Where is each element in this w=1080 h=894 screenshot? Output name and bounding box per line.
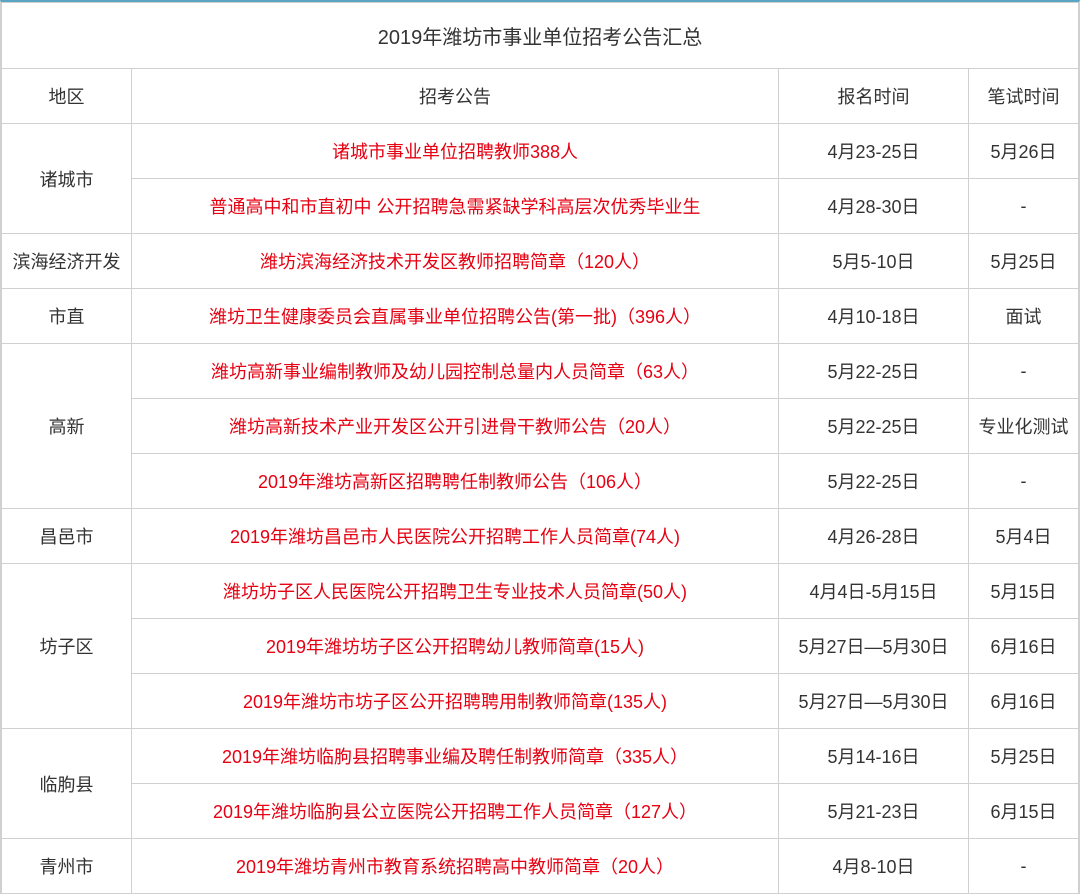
region-cell: 临朐县: [2, 729, 132, 839]
table-row: 2019年潍坊高新区招聘聘任制教师公告（106人）5月22-25日-: [2, 454, 1079, 509]
register-time-cell: 5月27日—5月30日: [779, 674, 969, 729]
announcement-cell: 潍坊高新技术产业开发区公开引进骨干教师公告（20人）: [132, 399, 779, 454]
register-time-cell: 4月10-18日: [779, 289, 969, 344]
region-cell: 青州市: [2, 839, 132, 894]
table-row: 诸城市诸城市事业单位招聘教师388人4月23-25日5月26日: [2, 124, 1079, 179]
register-time-cell: 5月5-10日: [779, 234, 969, 289]
table-title: 2019年潍坊市事业单位招考公告汇总: [2, 3, 1079, 69]
register-time-cell: 5月22-25日: [779, 344, 969, 399]
exam-time-cell: -: [969, 454, 1079, 509]
exam-time-cell: 6月16日: [969, 674, 1079, 729]
register-time-cell: 4月23-25日: [779, 124, 969, 179]
exam-time-cell: 5月25日: [969, 729, 1079, 784]
register-time-cell: 5月22-25日: [779, 399, 969, 454]
header-exam-time: 笔试时间: [969, 69, 1079, 124]
exam-time-cell: 6月16日: [969, 619, 1079, 674]
register-time-cell: 5月27日—5月30日: [779, 619, 969, 674]
announcement-cell: 潍坊滨海经济技术开发区教师招聘简章（120人）: [132, 234, 779, 289]
announcement-cell: 2019年潍坊青州市教育系统招聘高中教师简章（20人）: [132, 839, 779, 894]
announcement-cell: 潍坊高新事业编制教师及幼儿园控制总量内人员简章（63人）: [132, 344, 779, 399]
register-time-cell: 5月22-25日: [779, 454, 969, 509]
exam-time-cell: -: [969, 179, 1079, 234]
announcement-cell: 诸城市事业单位招聘教师388人: [132, 124, 779, 179]
exam-time-cell: 5月25日: [969, 234, 1079, 289]
exam-time-cell: 5月26日: [969, 124, 1079, 179]
announcement-cell: 2019年潍坊高新区招聘聘任制教师公告（106人）: [132, 454, 779, 509]
table-row: 滨海经济开发潍坊滨海经济技术开发区教师招聘简章（120人）5月5-10日5月25…: [2, 234, 1079, 289]
region-cell: 高新: [2, 344, 132, 509]
header-announcement: 招考公告: [132, 69, 779, 124]
announcement-cell: 潍坊坊子区人民医院公开招聘卫生专业技术人员简章(50人): [132, 564, 779, 619]
exam-time-cell: -: [969, 839, 1079, 894]
register-time-cell: 4月28-30日: [779, 179, 969, 234]
table-container: 2019年潍坊市事业单位招考公告汇总地区招考公告报名时间笔试时间诸城市诸城市事业…: [0, 0, 1080, 894]
title-row: 2019年潍坊市事业单位招考公告汇总: [2, 3, 1079, 69]
table-row: 普通高中和市直初中 公开招聘急需紧缺学科高层次优秀毕业生4月28-30日-: [2, 179, 1079, 234]
table-row: 临朐县2019年潍坊临朐县招聘事业编及聘任制教师简章（335人）5月14-16日…: [2, 729, 1079, 784]
table-row: 市直潍坊卫生健康委员会直属事业单位招聘公告(第一批)（396人）4月10-18日…: [2, 289, 1079, 344]
exam-time-cell: 面试: [969, 289, 1079, 344]
region-cell: 滨海经济开发: [2, 234, 132, 289]
region-cell: 坊子区: [2, 564, 132, 729]
announcement-cell: 2019年潍坊昌邑市人民医院公开招聘工作人员简章(74人): [132, 509, 779, 564]
announcement-cell: 潍坊卫生健康委员会直属事业单位招聘公告(第一批)（396人）: [132, 289, 779, 344]
register-time-cell: 4月8-10日: [779, 839, 969, 894]
header-region: 地区: [2, 69, 132, 124]
exam-time-cell: -: [969, 344, 1079, 399]
announcement-cell: 2019年潍坊临朐县招聘事业编及聘任制教师简章（335人）: [132, 729, 779, 784]
exam-time-cell: 5月4日: [969, 509, 1079, 564]
announcement-cell: 2019年潍坊坊子区公开招聘幼儿教师简章(15人): [132, 619, 779, 674]
announcement-cell: 普通高中和市直初中 公开招聘急需紧缺学科高层次优秀毕业生: [132, 179, 779, 234]
table-row: 潍坊高新技术产业开发区公开引进骨干教师公告（20人）5月22-25日专业化测试: [2, 399, 1079, 454]
table-row: 坊子区潍坊坊子区人民医院公开招聘卫生专业技术人员简章(50人)4月4日-5月15…: [2, 564, 1079, 619]
header-row: 地区招考公告报名时间笔试时间: [2, 69, 1079, 124]
register-time-cell: 5月21-23日: [779, 784, 969, 839]
table-row: 高新潍坊高新事业编制教师及幼儿园控制总量内人员简章（63人）5月22-25日-: [2, 344, 1079, 399]
announcement-cell: 2019年潍坊市坊子区公开招聘聘用制教师简章(135人): [132, 674, 779, 729]
register-time-cell: 5月14-16日: [779, 729, 969, 784]
register-time-cell: 4月4日-5月15日: [779, 564, 969, 619]
header-register-time: 报名时间: [779, 69, 969, 124]
register-time-cell: 4月26-28日: [779, 509, 969, 564]
table-row: 2019年潍坊市坊子区公开招聘聘用制教师简章(135人)5月27日—5月30日6…: [2, 674, 1079, 729]
table-row: 2019年潍坊坊子区公开招聘幼儿教师简章(15人)5月27日—5月30日6月16…: [2, 619, 1079, 674]
region-cell: 昌邑市: [2, 509, 132, 564]
exam-time-cell: 6月15日: [969, 784, 1079, 839]
exam-time-cell: 5月15日: [969, 564, 1079, 619]
table-row: 2019年潍坊临朐县公立医院公开招聘工作人员简章（127人）5月21-23日6月…: [2, 784, 1079, 839]
region-cell: 诸城市: [2, 124, 132, 234]
announcement-cell: 2019年潍坊临朐县公立医院公开招聘工作人员简章（127人）: [132, 784, 779, 839]
exam-time-cell: 专业化测试: [969, 399, 1079, 454]
table-row: 青州市2019年潍坊青州市教育系统招聘高中教师简章（20人）4月8-10日-: [2, 839, 1079, 894]
recruitment-table: 2019年潍坊市事业单位招考公告汇总地区招考公告报名时间笔试时间诸城市诸城市事业…: [1, 2, 1079, 894]
table-row: 昌邑市2019年潍坊昌邑市人民医院公开招聘工作人员简章(74人)4月26-28日…: [2, 509, 1079, 564]
region-cell: 市直: [2, 289, 132, 344]
